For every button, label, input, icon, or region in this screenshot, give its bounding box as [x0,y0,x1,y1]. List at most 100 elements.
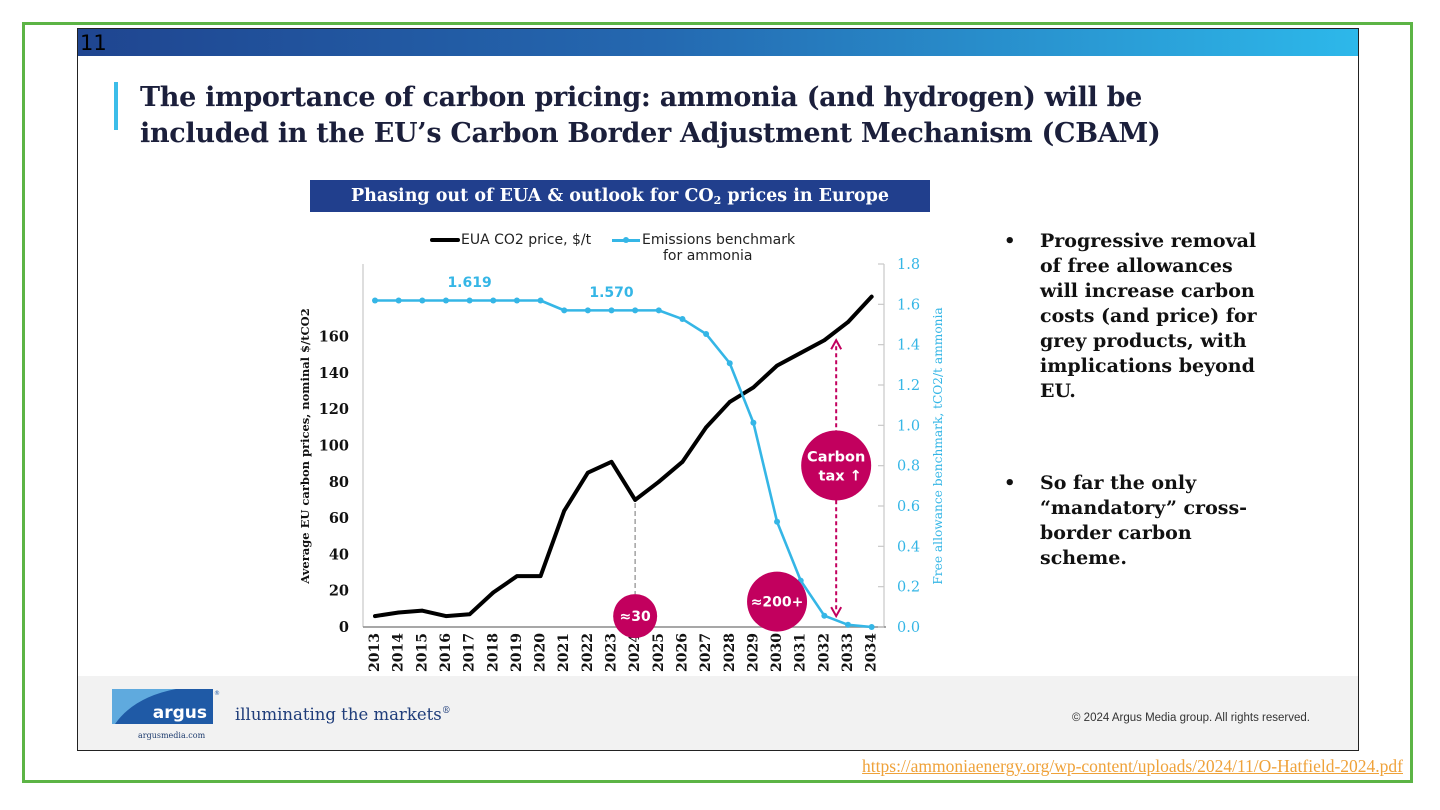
eua-price-point [846,320,850,324]
benchmark-line [375,299,872,629]
chart-title-suffix: prices in Europe [721,186,890,206]
bullet-text: Progressive removal of free allowances w… [1040,229,1257,404]
x-axis-tick-label: 2025 [651,633,667,672]
eua-price-point [420,608,425,613]
right-axis-tick-label: 0.4 [897,539,920,555]
arrow-up-icon [830,338,843,350]
x-axis-tick-label: 2017 [462,633,478,672]
right-axis-tick-label: 1.6 [897,297,920,313]
benchmark-point [419,297,426,304]
legend-label-benchmark-line-2: for ammonia [663,248,753,264]
right-axis-tick-label: 0.2 [897,580,920,596]
benchmark-point [703,330,710,337]
right-axis-tick-label: 1.2 [897,378,920,394]
right-axis-title: Free allowance benchmark, tCO2/t ammonia [931,307,945,584]
eua-price-point [657,480,661,484]
x-axis-tick-label: 2023 [604,633,620,672]
annotation-bubble-label: ≈200+ [751,595,804,611]
logo-website: argusmedia.com [138,731,206,740]
right-axis-tick-label: 1.8 [897,257,920,273]
source-link[interactable]: https://ammoniaenergy.org/wp-content/upl… [862,756,1403,776]
benchmark-point [750,419,757,426]
left-axis-tick-label: 160 [319,329,349,346]
eua-price-point [609,460,614,464]
benchmark-point [395,297,402,304]
left-axis-tick-label: 100 [319,438,349,455]
chart: 0 20 40 60 80 100 120 140 160 0.0 0.2 0.4 0.6 0.8 1.0 1… [298,257,945,672]
benchmark-point [584,307,591,314]
x-axis-tick-label: 2013 [367,633,383,672]
benchmark-point [726,360,733,367]
slide-title-line-1: The importance of carbon pricing: ammoni… [140,82,1143,113]
x-axis-tick-label: 2015 [414,633,430,672]
eua-price-point [396,610,401,615]
left-axis-tick-label: 140 [319,365,349,382]
benchmark-point [632,307,639,314]
eua-price-point [515,574,519,578]
eua-price-point [751,385,756,390]
bullet-line: grey products, with [1040,330,1247,352]
benchmark-point [868,624,875,630]
x-axis-tick-label: 2021 [556,633,572,672]
slide-footer [78,676,1358,750]
x-axis-tick-label: 2019 [509,633,525,672]
benchmark-point [679,316,686,323]
bullet-line: Progressive removal [1040,230,1257,252]
eua-price-point [704,425,708,430]
x-axis-tick-label: 2028 [722,633,738,672]
title-accent-bar [114,82,118,130]
left-axis-tick-label: 40 [329,546,349,563]
bullet-line: So far the only [1040,472,1197,494]
tagline-text: illuminating the markets [235,705,442,724]
right-axis-tick-label: 0.8 [897,459,920,475]
benchmark-value-label: 1.570 [589,285,634,301]
right-axis-tick-label: 0.0 [897,620,920,636]
slide-header-bar: 11 [78,29,1358,56]
eua-price-point [586,470,590,475]
benchmark-point [537,297,544,304]
x-axis-tick-label: 2018 [485,633,501,672]
bullet-line: implications beyond [1040,355,1255,377]
benchmark-point [490,297,497,304]
benchmark-point [513,297,520,304]
slide: 11 [77,28,1359,751]
eua-price-point [798,351,803,355]
legend-marker-benchmark [623,237,629,243]
benchmark-value-label: 1.619 [447,275,491,291]
eua-price-point [562,509,566,513]
tagline: illuminating the markets® [235,705,451,724]
logo-text: argus [153,703,207,723]
benchmark-point [655,307,662,314]
arrow-down-icon [830,606,843,619]
annotation-bubble [613,594,658,639]
x-axis-tick-label: 2029 [745,633,761,672]
bullet-line: EU. [1040,380,1076,402]
chart-title-banner: Phasing out of EUA & outlook for CO2 pri… [310,180,930,212]
legend-swatch-eua [430,238,460,242]
right-axis-tick-label: 0.6 [897,499,920,515]
argus-logo: argus ® [112,689,220,724]
benchmark-point [821,612,828,619]
slide-title: The importance of carbon pricing: ammoni… [140,80,1161,152]
benchmark-point [442,297,449,304]
slide-number: 11 [80,31,107,55]
eua-price-point [633,498,637,502]
eua-price-point [680,460,685,464]
bullet-line: of free allowances [1040,255,1233,277]
bullet-line: “mandatory” cross- [1040,497,1248,519]
x-axis-tick-label: 2014 [391,633,407,672]
eua-price-point [467,612,472,617]
copyright: © 2024 Argus Media group. All rights res… [1072,712,1310,724]
annotation-bubble-label: Carbon [807,449,865,465]
source-frame [22,22,1413,783]
annotation-bubble [747,571,808,632]
x-axis-tick-label: 2024 [627,633,643,672]
eua-price-point [491,590,496,595]
logo-swoosh-icon [112,689,176,724]
left-axis-tick-label: 0 [339,619,349,636]
annotation-bubble [801,430,872,501]
left-axis-title: Average EU carbon prices, nominal $/tCO2 [298,308,312,584]
eua-price-point [869,294,874,299]
slide-title-line-2: included in the EU’s Carbon Border Adjus… [140,118,1161,149]
left-axis-tick-label: 80 [329,474,349,491]
